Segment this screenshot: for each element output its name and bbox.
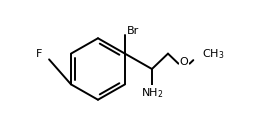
Text: Br: Br [127, 26, 139, 36]
Text: F: F [36, 49, 42, 59]
Text: CH$_3$: CH$_3$ [202, 47, 224, 61]
Text: O: O [180, 57, 188, 67]
Text: NH$_2$: NH$_2$ [141, 86, 163, 100]
